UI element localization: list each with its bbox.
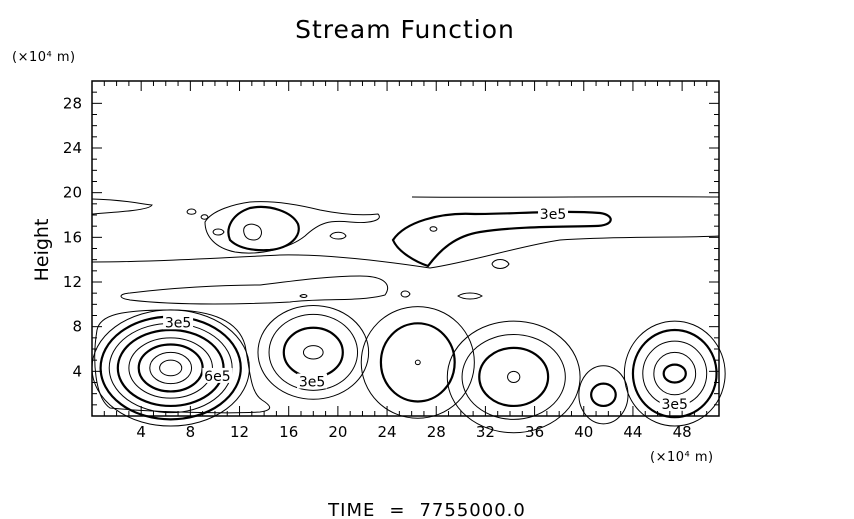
y-tick-label: 28 — [63, 94, 82, 112]
x-tick-label: 48 — [673, 423, 692, 441]
contour-label: 3e5 — [165, 315, 191, 331]
cell-3-contour — [414, 359, 421, 366]
upper-small-loop — [491, 259, 510, 269]
x-tick-label: 24 — [378, 423, 397, 441]
cell-4-contour — [446, 320, 581, 434]
contour-label: 3e5 — [299, 375, 325, 391]
upper-small-loop — [212, 228, 225, 236]
time-equals: = — [389, 500, 405, 519]
x-tick-label: 8 — [186, 423, 196, 441]
y-axis-unit: (×10⁴ m) — [12, 50, 76, 65]
upper-cell-left-inner — [243, 223, 262, 241]
time-value: 7755000.0 — [419, 500, 525, 519]
contour-label-background — [202, 367, 233, 383]
cell-4-contour — [478, 346, 550, 408]
cell-3-contour — [379, 322, 456, 403]
upper-small-loop — [329, 231, 347, 240]
y-tick-label: 24 — [63, 139, 82, 157]
chart-title: Stream Function — [295, 15, 515, 44]
cell-1-contour — [159, 359, 183, 377]
contour-label: 3e5 — [540, 207, 566, 223]
upper-small-loop — [299, 294, 308, 298]
x-tick-label: 40 — [574, 423, 593, 441]
cell-1-contour — [149, 351, 193, 385]
time-readout: TIME = 7755000.0 — [327, 500, 526, 519]
x-tick-label: 44 — [623, 423, 642, 441]
y-tick-label: 20 — [63, 184, 82, 202]
cell-2-contour — [268, 313, 359, 391]
cell-4-contour — [461, 333, 566, 420]
time-label: TIME — [327, 500, 375, 519]
cell-2-contour — [257, 304, 370, 400]
cell-6-contour — [623, 320, 726, 427]
plot-frame — [91, 80, 720, 417]
contour-label-background — [659, 395, 690, 411]
upper-small-loop — [457, 292, 483, 300]
x-tick-label: 4 — [136, 423, 146, 441]
x-tick-label: 12 — [230, 423, 249, 441]
upper-contour-top — [411, 196, 720, 198]
y-axis-label: Height — [31, 219, 53, 282]
x-tick-label: 32 — [476, 423, 495, 441]
y-tick-label: 4 — [72, 362, 82, 380]
cell-2-contour — [302, 345, 324, 360]
contour-label-background — [297, 373, 328, 389]
upper-contour-left — [91, 198, 153, 215]
contour-label: 3e5 — [662, 397, 688, 413]
upper-cell-right-thick — [391, 210, 612, 268]
y-tick-label: 12 — [63, 273, 82, 291]
upper-small-loop — [200, 214, 209, 220]
x-tick-label: 16 — [279, 423, 298, 441]
y-tick-label: 8 — [72, 318, 82, 336]
cell-2-contour — [282, 326, 344, 379]
contour-lines — [91, 196, 726, 434]
x-axis-unit: (×10⁴ m) — [650, 450, 714, 465]
contour-labels: 3e5 6e5 3e5 3e5 3e5 — [163, 206, 690, 413]
upper-cell-left-outer — [204, 201, 380, 254]
contour-label: 6e5 — [204, 369, 230, 385]
upper-small-loop — [400, 290, 411, 298]
y-tick-label: 16 — [63, 228, 82, 246]
x-tick-label: 28 — [427, 423, 446, 441]
axis-tickmarks — [92, 80, 720, 416]
cell-1-contour — [128, 337, 213, 399]
cell-6-contour — [662, 363, 687, 384]
upper-small-loop — [186, 208, 197, 215]
cell-3-contour — [360, 306, 475, 419]
cell-6-contour — [631, 328, 718, 419]
x-tick-label: 36 — [525, 423, 544, 441]
cell-4-contour — [507, 370, 521, 383]
contour-label-background — [538, 206, 569, 221]
upper-cell-left-thick — [227, 205, 300, 252]
upper-contour-band — [91, 235, 720, 269]
x-tick-label: 20 — [328, 423, 347, 441]
cell-5-contour — [590, 382, 617, 408]
cell-1-contour — [137, 343, 204, 393]
upper-contour-lower — [120, 275, 389, 305]
cell-6-contour — [653, 351, 697, 396]
upper-cell-right-inner — [429, 226, 438, 232]
contour-label-background — [163, 314, 194, 330]
